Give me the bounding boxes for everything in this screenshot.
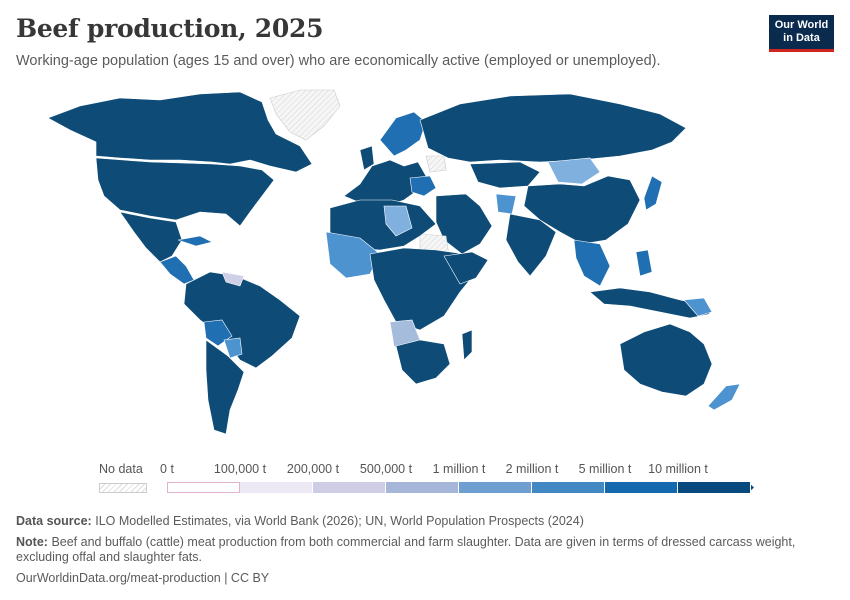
legend-bin-label-6: 5 million t — [578, 462, 632, 476]
region-madagascar[interactable] — [461, 329, 473, 361]
region-russia[interactable] — [419, 93, 687, 163]
region-greenland[interactable] — [269, 89, 341, 141]
region-paraguay[interactable] — [223, 337, 243, 359]
region-scandinavia[interactable] — [379, 111, 427, 157]
region-mongolia[interactable] — [547, 157, 601, 185]
region-canada[interactable] — [47, 91, 313, 173]
logo-line-2: in Data — [783, 32, 820, 44]
region-guianas[interactable] — [221, 271, 245, 287]
legend-bin-label-4: 1 million t — [432, 462, 486, 476]
region-new-zealand[interactable] — [707, 383, 741, 411]
region-india[interactable] — [505, 213, 557, 277]
legend-bin-label-1: 100,000 t — [213, 462, 267, 476]
region-west-africa[interactable] — [325, 231, 381, 279]
region-sahel[interactable] — [383, 205, 413, 237]
owid-logo[interactable]: Our World in Data — [769, 15, 834, 52]
region-indonesia[interactable] — [589, 287, 711, 319]
legend-bin-label-2: 200,000 t — [286, 462, 340, 476]
region-mexico[interactable] — [119, 211, 183, 263]
legend-bin-6[interactable] — [605, 482, 678, 493]
legend-no-data-label: No data — [99, 462, 143, 476]
footer-url[interactable]: OurWorldinData.org/meat-production | CC … — [16, 571, 269, 585]
chart-title: Beef production, 2025 — [16, 14, 324, 43]
region-australia[interactable] — [619, 323, 713, 397]
region-japan[interactable] — [643, 175, 663, 211]
legend-bin-7[interactable] — [678, 482, 751, 493]
region-usa[interactable] — [95, 157, 275, 227]
region-central-america[interactable] — [159, 255, 195, 285]
logo-line-1: Our World — [774, 19, 829, 31]
region-kazakhstan[interactable] — [469, 161, 541, 189]
region-uk[interactable] — [359, 145, 375, 171]
footer-note: Note: Beef and buffalo (cattle) meat pro… — [16, 535, 795, 549]
note-label: Note: — [16, 535, 48, 549]
footer-source: Data source: ILO Modelled Estimates, via… — [16, 514, 584, 528]
chart-subtitle: Working-age population (ages 15 and over… — [16, 53, 661, 69]
legend-bin-label-7: 10 million t — [648, 462, 708, 476]
legend-bin-4[interactable] — [459, 482, 532, 493]
source-label: Data source: — [16, 514, 92, 528]
map-legend: No data 0 t 100,000 t 200,000 t 500,000 t 1 … — [0, 456, 850, 496]
region-middle-east[interactable] — [435, 193, 493, 255]
world-map[interactable] — [0, 80, 850, 450]
legend-bin-3[interactable] — [386, 482, 459, 493]
legend-bin-label-3: 500,000 t — [359, 462, 413, 476]
region-caribbean[interactable] — [177, 235, 213, 247]
region-afghanistan[interactable] — [495, 193, 517, 215]
note-line-2: excluding offal and slaughter fats. — [16, 550, 203, 564]
legend-bin-5[interactable] — [532, 482, 605, 493]
region-southeast-asia[interactable] — [573, 239, 611, 287]
legend-bin-1[interactable] — [240, 482, 313, 493]
footer-note-cont: excluding offal and slaughter fats. — [16, 550, 202, 564]
region-southern-africa[interactable] — [395, 339, 451, 385]
region-philippines[interactable] — [635, 249, 653, 277]
legend-bin-2[interactable] — [313, 482, 386, 493]
region-balkans[interactable] — [409, 175, 437, 197]
footer-url-text[interactable]: OurWorldinData.org/meat-production | CC … — [16, 571, 270, 585]
region-horn-of-africa[interactable] — [443, 251, 489, 285]
note-line-1: Beef and buffalo (cattle) meat productio… — [51, 535, 796, 549]
region-ukraine-nodata[interactable] — [425, 155, 447, 173]
region-new-guinea[interactable] — [683, 297, 713, 317]
legend-bin-label-5: 2 million t — [505, 462, 559, 476]
region-argentina-chile[interactable] — [205, 339, 245, 435]
legend-bin-label-0: 0 t — [160, 462, 174, 476]
legend-bin-0[interactable] — [167, 482, 240, 493]
legend-no-data-swatch — [99, 483, 147, 493]
source-text[interactable]: ILO Modelled Estimates, via World Bank (… — [95, 514, 584, 528]
